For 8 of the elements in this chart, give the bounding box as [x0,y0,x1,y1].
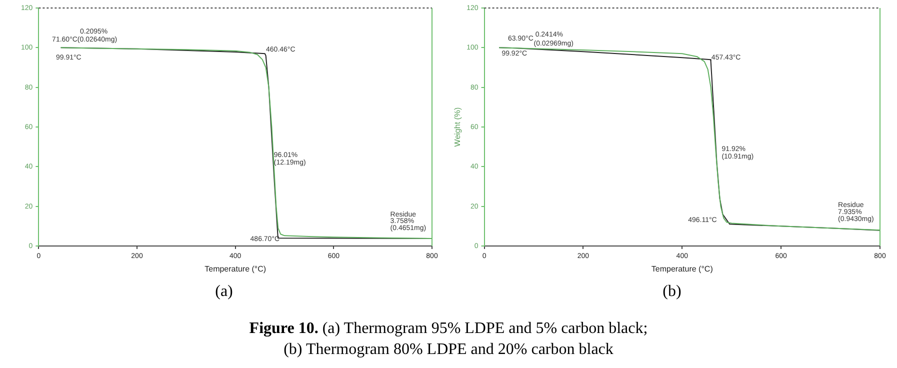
x-axis-title: Temperature (°C) [204,264,266,274]
text: (a) [214,283,234,301]
text: (b) [662,283,682,301]
x-axis-title: Temperature (°C) [651,264,714,274]
y-axis-title: Weight (%) [453,106,462,147]
text: (b) Thermogram 80% LDPE and 20% carbon black [282,340,614,360]
text: Figure 10. [249,320,318,337]
text: (a) Thermogram 95% LDPE and 5% carbon black; [322,320,648,337]
